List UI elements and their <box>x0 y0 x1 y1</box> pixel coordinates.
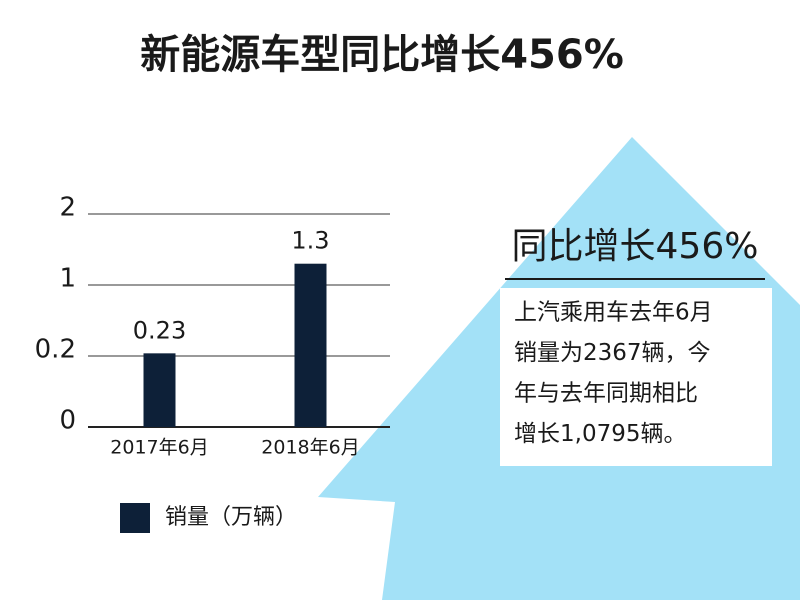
value-label: 0.23 <box>133 316 186 344</box>
bar <box>143 353 176 427</box>
bar <box>294 263 327 427</box>
callout-box <box>500 288 772 466</box>
callout-title: 同比增长456% <box>512 226 759 267</box>
callout-line: 增长1,0795辆。 <box>514 421 686 447</box>
x-tick-label: 2018年6月 <box>261 437 359 459</box>
chart-title: 新能源车型同比增长456% <box>140 32 624 78</box>
y-tick-label: 2 <box>59 193 76 223</box>
callout-line: 销量为2367辆，今 <box>514 340 711 366</box>
value-label: 1.3 <box>291 227 329 255</box>
legend-swatch <box>120 503 150 533</box>
y-tick-label: 0.2 <box>35 335 76 365</box>
legend-label: 销量（万辆） <box>165 505 297 530</box>
callout-line: 年与去年同期相比 <box>514 381 698 407</box>
x-tick-label: 2017年6月 <box>110 437 208 459</box>
y-tick-label: 0 <box>59 406 76 436</box>
callout-line: 上汽乘用车去年6月 <box>514 300 713 326</box>
y-tick-label: 1 <box>59 264 76 294</box>
